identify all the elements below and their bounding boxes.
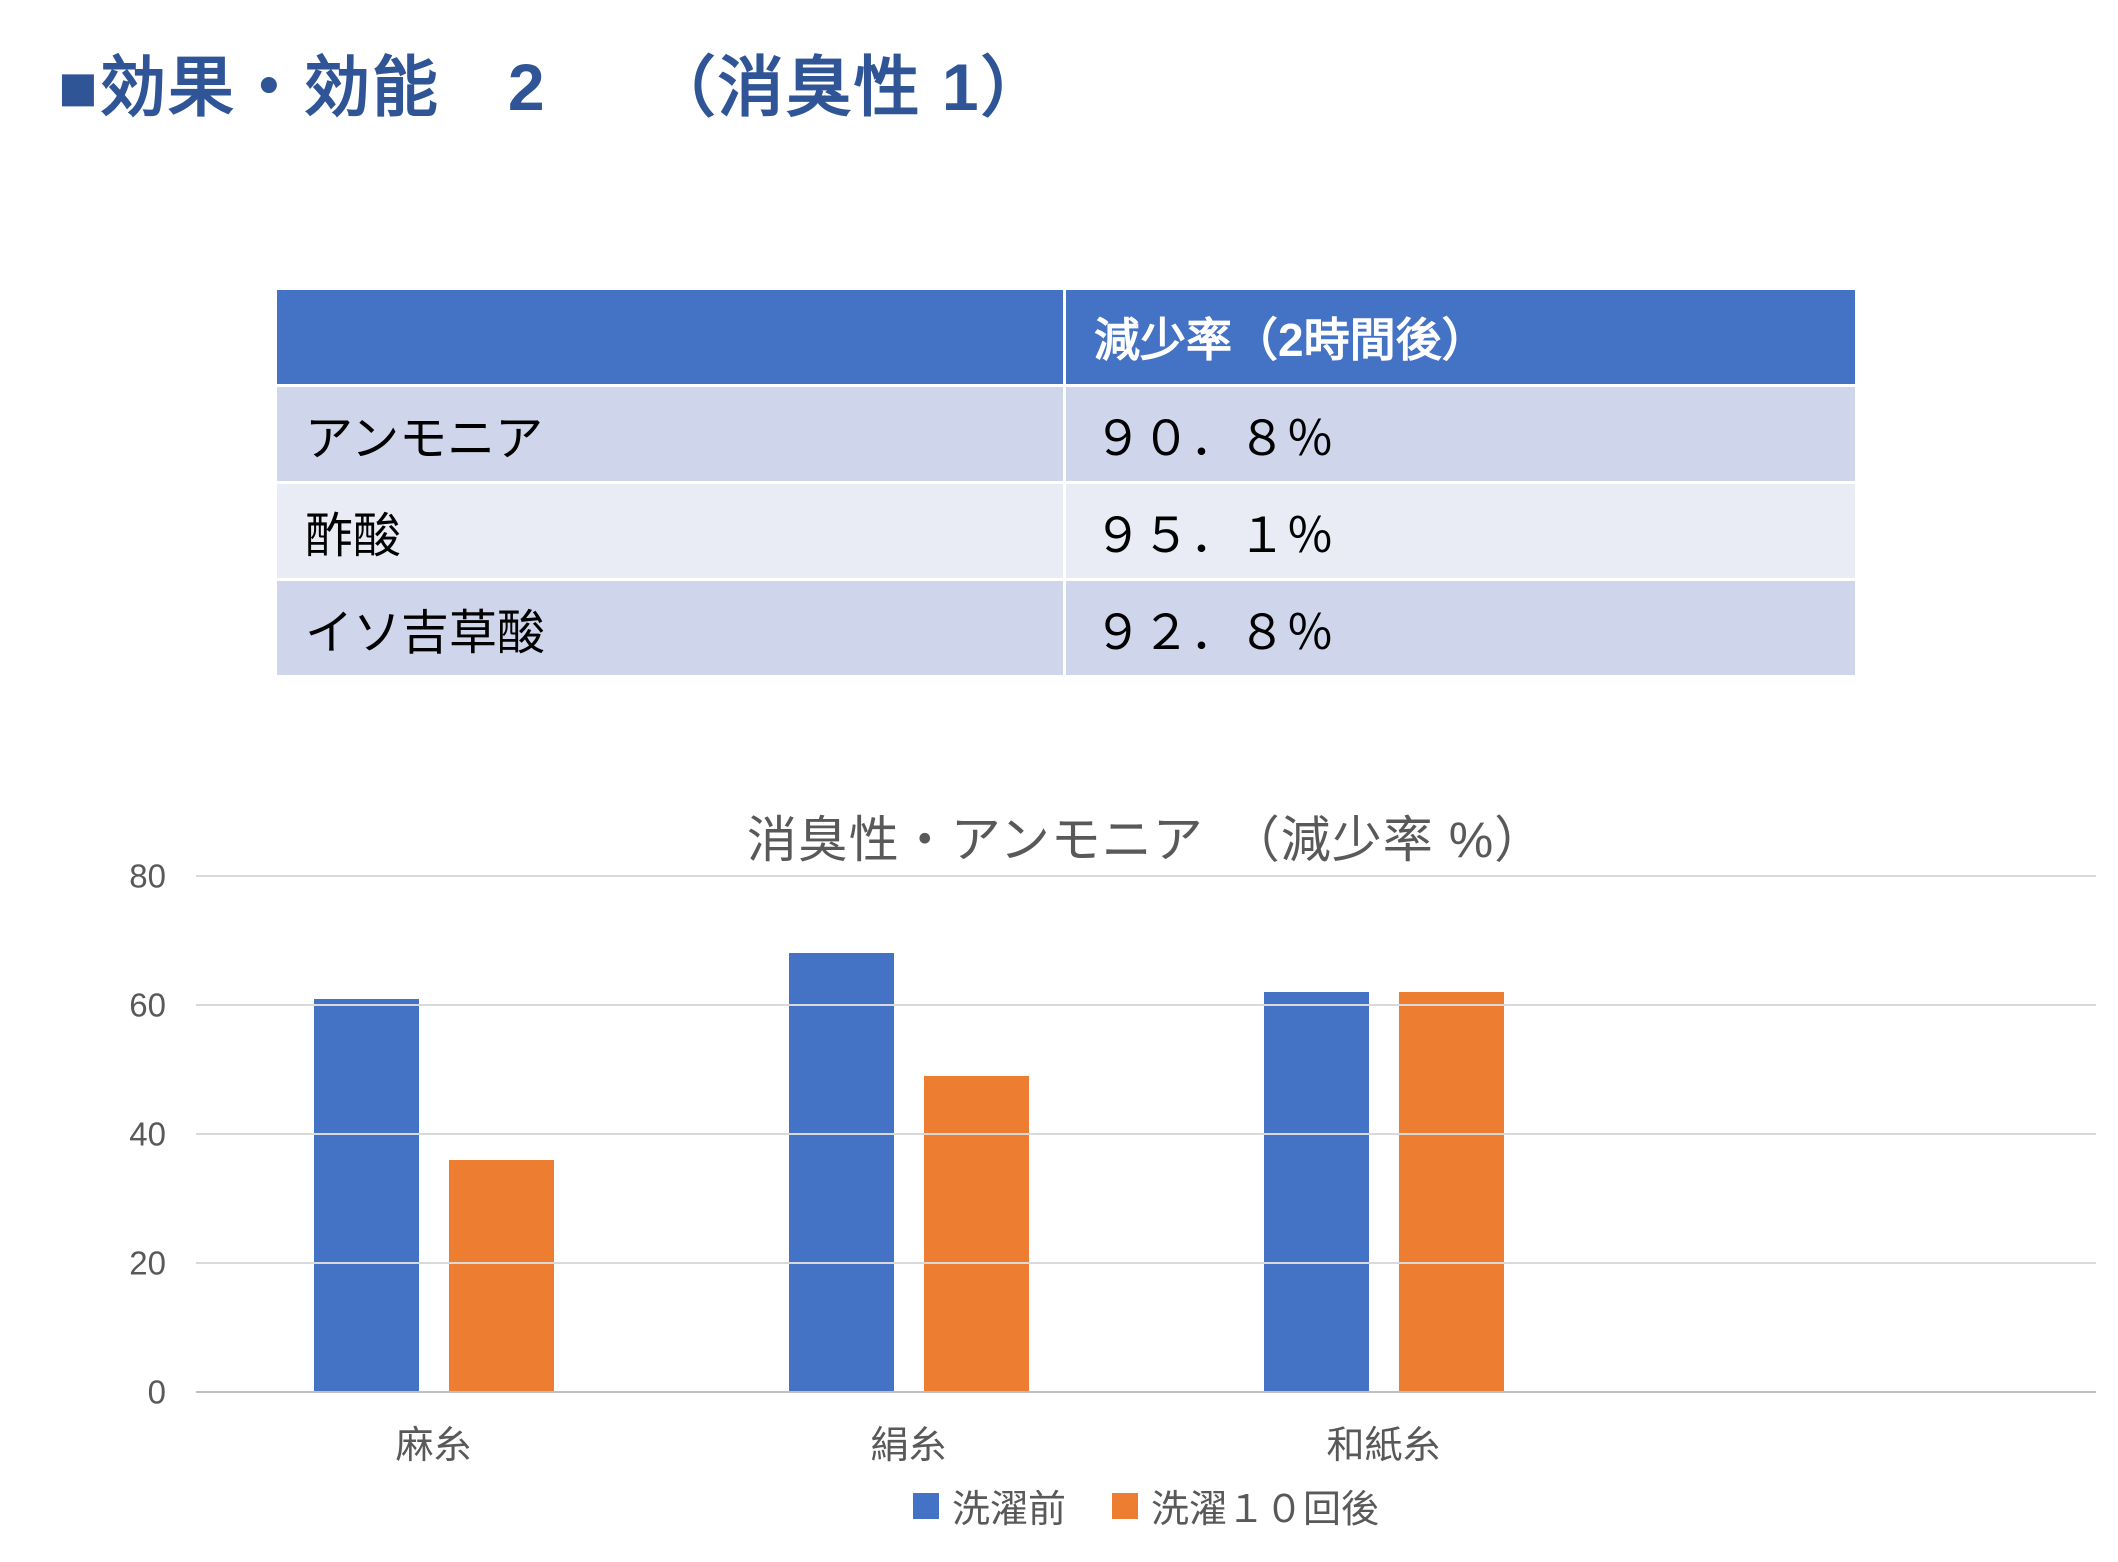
table-row-value: ９２．８％ (1066, 581, 1855, 675)
gridline (196, 1262, 2096, 1264)
bar-groups: 麻糸 絹糸 和紙糸 (196, 876, 2096, 1467)
y-axis-tick-label: 20 (129, 1244, 166, 1282)
deodorization-rate-table: 減少率（2時間後） アンモニア ９０．８％ 酢酸 ９５．１％ イソ吉草酸 ９２．… (277, 290, 1855, 675)
x-axis-category-label: 和紙糸 (1326, 1425, 1441, 1467)
chart-title: 消臭性・アンモニア （減少率 %） (746, 812, 1546, 868)
bar (1398, 992, 1504, 1392)
x-axis-line (196, 1391, 2096, 1393)
gridline (196, 875, 2096, 877)
legend-label: 洗濯前 (951, 1489, 1066, 1531)
legend-swatch (912, 1492, 939, 1519)
chart-legend: 洗濯前 洗濯１０回後 (196, 1478, 2096, 1533)
legend-item: 洗濯前 (912, 1478, 1066, 1533)
table-row-label: 酢酸 (277, 484, 1063, 578)
x-axis-category-label: 麻糸 (395, 1425, 472, 1467)
bar-group: 和紙糸 (1146, 876, 1621, 1467)
table-row-label: イソ吉草酸 (277, 581, 1063, 675)
y-axis-tick-label: 60 (129, 986, 166, 1024)
legend-label: 洗濯１０回後 (1151, 1489, 1380, 1531)
table-header-blank-cell (277, 290, 1063, 384)
bar (313, 998, 419, 1392)
table-header-reduction-rate: 減少率（2時間後） (1066, 290, 1855, 384)
bar (788, 953, 894, 1392)
legend-swatch (1112, 1492, 1138, 1519)
bar (1263, 992, 1369, 1392)
table-row-label: アンモニア (277, 387, 1063, 481)
table-row-value: ９０．８％ (1066, 387, 1855, 481)
gridline (196, 1133, 2096, 1135)
y-axis-tick-label: 80 (129, 857, 166, 895)
table-row-value: ９５．１％ (1066, 484, 1855, 578)
y-axis-tick-label: 0 (147, 1373, 166, 1411)
page-title: ■効果・効能 2 （消臭性 1） (58, 50, 1049, 124)
y-axis-tick-label: 40 (129, 1115, 166, 1153)
x-axis-category-label: 絹糸 (870, 1425, 947, 1467)
chart-plot-area: 麻糸 絹糸 和紙糸 0 20 40 60 80 (129, 860, 2096, 1467)
gridline (196, 1004, 2096, 1006)
bar (923, 1075, 1029, 1392)
bar (448, 1159, 554, 1392)
bar-group: 麻糸 (196, 876, 671, 1467)
legend-item: 洗濯１０回後 (1112, 1478, 1379, 1533)
bar-group: 絹糸 (671, 876, 1146, 1467)
